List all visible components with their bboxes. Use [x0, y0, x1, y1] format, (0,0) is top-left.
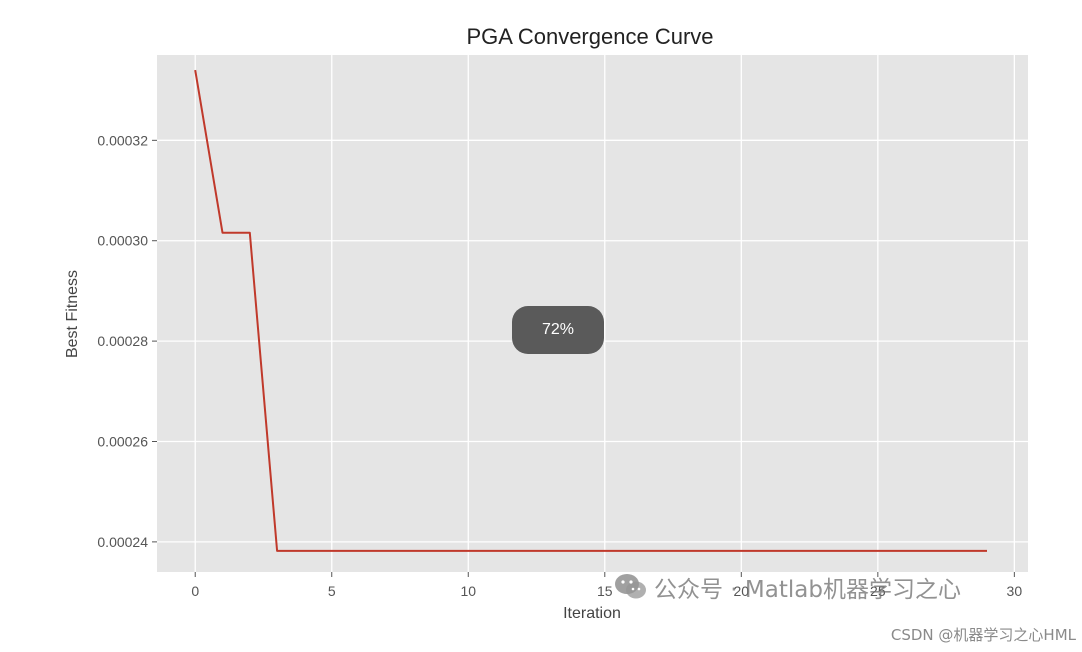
x-tick-label: 0	[191, 583, 199, 599]
x-tick-label: 15	[597, 583, 613, 599]
y-tick-label: 0.00030	[97, 233, 148, 249]
y-tick-label: 0.00024	[97, 534, 148, 550]
x-tick-label: 5	[328, 583, 336, 599]
x-tick-label: 10	[460, 583, 476, 599]
y-tick-label: 0.00026	[97, 433, 148, 449]
x-axis-ticks: 0 5 10 15 20 25 30	[191, 572, 1022, 599]
series-line-best-fitness	[194, 69, 987, 552]
y-axis-label: Best Fitness	[64, 270, 81, 358]
y-axis-ticks: 0.00024 0.00026 0.00028 0.00030 0.00032	[97, 132, 157, 550]
watermark-text: 公众号 · Matlab机器学习之心	[654, 577, 961, 603]
y-tick-label: 0.00028	[97, 333, 148, 349]
series-layer	[194, 69, 987, 552]
wechat-watermark: 公众号 · Matlab机器学习之心	[614, 570, 961, 604]
x-axis-label: Iteration	[563, 605, 621, 622]
y-tick-label: 0.00032	[97, 132, 148, 148]
x-tick-label: 25	[870, 583, 886, 599]
x-tick-label: 30	[1007, 583, 1023, 599]
x-tick-label: 20	[734, 583, 750, 599]
chart-title: PGA Convergence Curve	[466, 24, 713, 49]
zoom-level-badge: 72%	[512, 306, 604, 354]
zoom-level-text: 72%	[541, 321, 575, 338]
csdn-credit: CSDN @机器学习之心HML	[890, 626, 1076, 644]
wechat-icon	[615, 574, 646, 599]
